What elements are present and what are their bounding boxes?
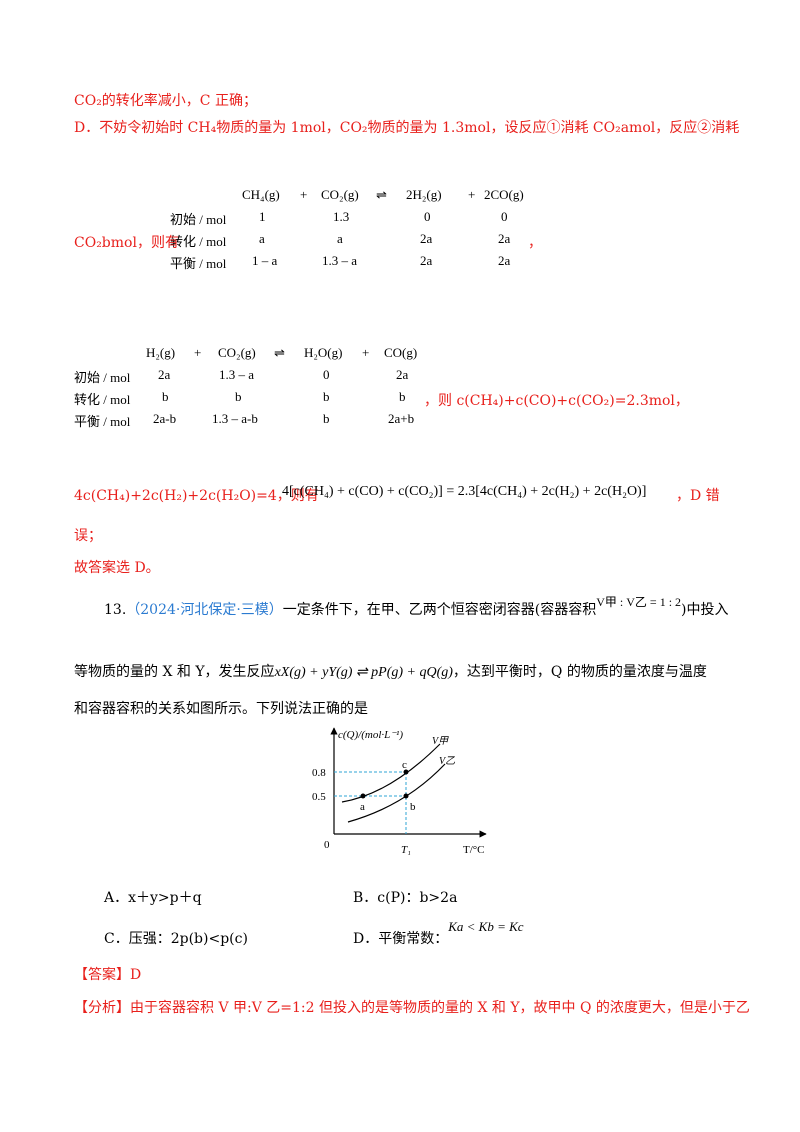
point-label: c: [402, 759, 407, 771]
table-cell: 2a: [420, 253, 433, 268]
option-a: A．x＋y>p＋q: [104, 890, 202, 906]
answer-label: 【答案】: [74, 967, 130, 983]
table-cell: 1.3 – a: [322, 253, 358, 268]
table-cell: 2a: [158, 367, 171, 382]
table-header: +: [362, 345, 370, 360]
curve-v-yi: [347, 763, 446, 823]
text-line: 误；: [74, 528, 102, 544]
table-cell: b: [399, 389, 406, 404]
text-line: ，D 错: [676, 488, 720, 504]
table-cell: 0: [323, 367, 330, 382]
question-line-2: 等物质的量的 X 和 Y，发生反应xX(g) + yY(g) ⇌ pP(g) +…: [74, 661, 707, 681]
table-cell: 1.3 – a: [219, 367, 255, 382]
answer-value: D: [130, 967, 142, 983]
point-label: a: [360, 801, 365, 813]
y-tick-label: 0.8: [312, 767, 326, 779]
text-line: ，则 c(CH₄)+c(CO)+c(CO₂)=2.3mol，: [424, 393, 689, 409]
question-text: 和容器容积的关系如图所示。下列说法正确的是: [74, 701, 368, 717]
table-header: H₂(g): [146, 345, 176, 360]
curve-label: V甲: [432, 736, 449, 747]
row-label: 转化 / mol: [74, 392, 131, 407]
text-line: CO₂bmol，则有: [74, 235, 179, 251]
concentration-graph: c(Q)/(mol·L⁻¹) T/°C 0 0.8 0.5 T₁ V甲 V乙 a…: [312, 727, 487, 856]
table-cell: b: [235, 389, 242, 404]
table-header: H₂O(g): [304, 345, 343, 360]
answer: 【答案】D: [74, 964, 141, 984]
point-label: b: [410, 801, 416, 813]
text-line: ，: [528, 235, 542, 251]
option-d-equation: Ka < Kb = Kc: [448, 919, 524, 934]
table-cell: a: [259, 231, 265, 246]
analysis-label: 【分析】: [74, 1000, 130, 1016]
table-header: CO₂(g): [321, 187, 359, 202]
table-header: CO₂(g): [218, 345, 256, 360]
table-cell: 2a+b: [388, 411, 415, 426]
text-line: CO₂的转化率减小，C 正确；: [74, 93, 257, 109]
table-cell: 1: [259, 209, 266, 224]
x-axis-label: T/°C: [463, 844, 485, 856]
analysis: 【分析】由于容器容积 V 甲:V 乙=1:2 但投入的是等物质的量的 X 和 Y…: [74, 997, 750, 1017]
table-cell: b: [323, 389, 330, 404]
question-source: （2024·河北保定·三模）: [126, 602, 283, 618]
point-a: [360, 793, 366, 799]
table-cell: 2a: [420, 231, 433, 246]
y-tick-label: 0.5: [312, 791, 326, 803]
point-c: [403, 769, 409, 775]
text-line: 故答案选 D。: [74, 560, 160, 576]
row-label: 平衡 / mol: [74, 414, 131, 429]
analysis-text: 由于容器容积 V 甲:V 乙=1:2 但投入的是等物质的量的 X 和 Y，故甲中…: [130, 1000, 750, 1016]
question-text: 一定条件下，在甲、乙两个恒容密闭容器(容器容积: [282, 602, 597, 618]
option-b: B．c(P)：b>2a: [353, 890, 458, 906]
table-header: ⇌: [274, 345, 285, 360]
row-label: 转化 / mol: [170, 234, 227, 249]
question-text: )中投入: [681, 602, 729, 618]
table-cell: 1.3: [333, 209, 350, 224]
table-header: 2H₂(g): [406, 187, 442, 202]
table-cell: 2a-b: [153, 411, 177, 426]
reaction-equation: xX(g) + yY(g) ⇌ pP(g) + qQ(g): [274, 665, 453, 680]
curve-label: V乙: [439, 756, 455, 767]
table-cell: 2a: [498, 253, 511, 268]
equation-d: 4[c(CH₄) + c(CO) + c(CO₂)] = 2.3[4c(CH₄)…: [282, 484, 647, 499]
option-d-label: D．平衡常数：: [353, 931, 449, 947]
text-line: D．不妨令初始时 CH₄物质的量为 1mol，CO₂物质的量为 1.3mol，设…: [74, 120, 740, 136]
table-header: +: [194, 345, 202, 360]
table-cell: b: [162, 389, 169, 404]
table-header: +: [468, 187, 476, 202]
y-axis-label: c(Q)/(mol·L⁻¹): [338, 729, 403, 741]
table-header: CH₄(g): [242, 187, 280, 202]
question-number: 13.: [104, 602, 127, 618]
table-cell: 1 – a: [252, 253, 278, 268]
curve-v-jia: [341, 743, 441, 803]
table-cell: 0: [424, 209, 431, 224]
option-d: D．平衡常数：Ka < Kb = Kc: [353, 919, 524, 948]
question: 13.（2024·河北保定·三模）一定条件下，在甲、乙两个恒容密闭容器(容器容积…: [104, 595, 729, 619]
row-label: 初始 / mol: [170, 212, 227, 227]
text-line: 4c(CH₄)+2c(H₂)+2c(H₂O)=4，则有: [74, 488, 319, 504]
origin-label: 0: [324, 839, 330, 851]
table-cell: 0: [501, 209, 508, 224]
question-text: 等物质的量的 X 和 Y，发生反应: [74, 664, 275, 680]
point-b: [403, 793, 409, 799]
table-header: +: [300, 187, 308, 202]
question-text: ，达到平衡时，Q 的物质的量浓度与温度: [452, 664, 707, 680]
table-header: ⇌: [376, 187, 387, 202]
table-header: CO(g): [384, 345, 418, 360]
table-header: 2CO(g): [484, 187, 524, 202]
x-tick-label: T₁: [401, 844, 411, 856]
table-cell: 1.3 – a-b: [212, 411, 258, 426]
table-cell: b: [323, 411, 330, 426]
row-label: 初始 / mol: [74, 370, 131, 385]
table-cell: 2a: [396, 367, 409, 382]
option-c: C．压强：2p(b)<p(c): [104, 931, 248, 947]
volume-ratio: V甲 : V乙 = 1 : 2: [596, 595, 682, 609]
table-cell: a: [337, 231, 343, 246]
table-cell: 2a: [498, 231, 511, 246]
row-label: 平衡 / mol: [170, 256, 227, 271]
